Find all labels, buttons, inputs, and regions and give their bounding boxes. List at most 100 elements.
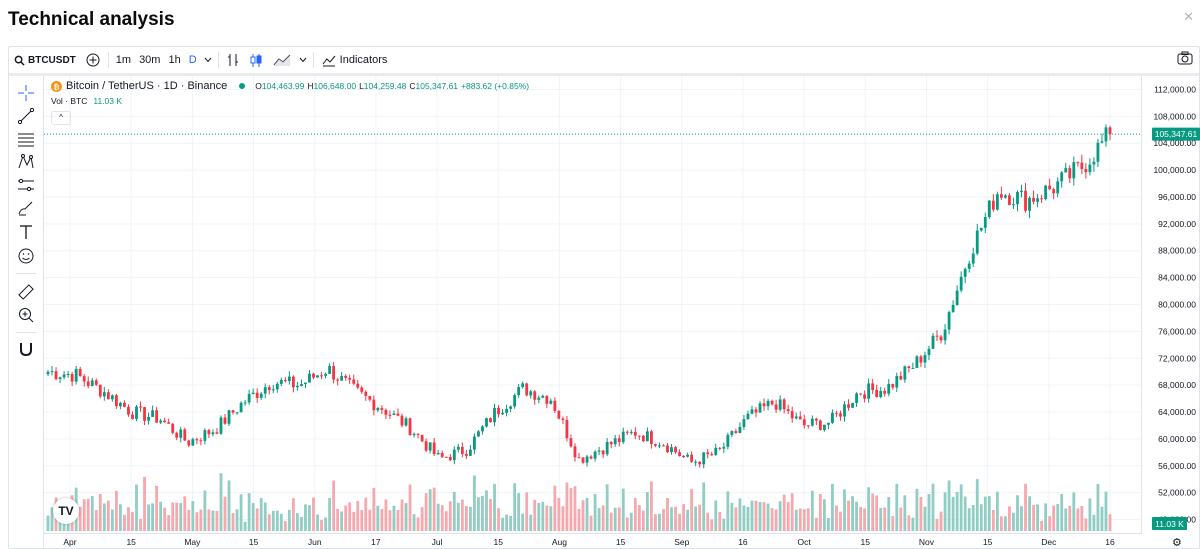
candle-body bbox=[300, 384, 303, 386]
volume-bar bbox=[706, 512, 710, 531]
timeframe-d[interactable]: D bbox=[188, 54, 197, 66]
high-key: H bbox=[307, 81, 314, 91]
bar-replay-button[interactable] bbox=[222, 47, 244, 73]
candle-body bbox=[545, 395, 549, 404]
candle-body bbox=[151, 410, 154, 417]
candle-body bbox=[283, 380, 287, 382]
timeframe-1m[interactable]: 1m bbox=[115, 54, 132, 66]
time-tick-label: 16 bbox=[738, 537, 748, 547]
volume-bar bbox=[135, 484, 138, 531]
compare-button[interactable] bbox=[81, 47, 105, 73]
candle-body bbox=[867, 383, 871, 399]
volume-bar bbox=[1100, 506, 1104, 531]
snapshot-button[interactable] bbox=[1177, 51, 1193, 68]
volume-bar bbox=[899, 507, 903, 531]
candle-body bbox=[356, 383, 360, 388]
candle-body bbox=[698, 461, 702, 465]
volume-bar bbox=[859, 507, 862, 531]
tradingview-logo[interactable]: TV bbox=[53, 498, 79, 524]
candle-body bbox=[251, 392, 255, 394]
candle-body bbox=[364, 391, 368, 396]
candle-body bbox=[855, 393, 858, 403]
time-tick-label: Jun bbox=[308, 537, 322, 547]
brush-icon[interactable] bbox=[17, 199, 35, 217]
timeframe-30m[interactable]: 30m bbox=[139, 54, 161, 66]
volume-bar bbox=[312, 497, 315, 531]
volume-bar bbox=[871, 493, 875, 531]
volume-bar bbox=[372, 487, 376, 531]
close-icon[interactable]: ✕ bbox=[1183, 9, 1194, 24]
candles-style-button[interactable] bbox=[244, 47, 268, 73]
candle-body bbox=[666, 445, 669, 453]
volume-bar bbox=[215, 511, 219, 531]
candle-body bbox=[167, 422, 171, 424]
zoom-in-icon[interactable] bbox=[17, 306, 35, 324]
symbol-search[interactable]: BTCUSDT bbox=[9, 47, 81, 73]
volume-bar bbox=[239, 494, 243, 531]
volume-bar bbox=[802, 509, 806, 531]
volume-bar bbox=[931, 483, 935, 531]
volume-bar bbox=[408, 484, 412, 531]
volume-bar bbox=[493, 483, 496, 531]
gear-icon[interactable]: ⚙ bbox=[1172, 537, 1182, 549]
candle-body bbox=[78, 369, 82, 377]
candle-body bbox=[203, 430, 207, 441]
candle-body bbox=[424, 441, 428, 451]
crosshair-icon[interactable] bbox=[17, 84, 35, 102]
trend-line-icon[interactable] bbox=[17, 107, 35, 125]
candle-body bbox=[963, 268, 967, 277]
volume-bar bbox=[473, 475, 476, 531]
pattern-icon[interactable] bbox=[17, 153, 35, 171]
volume-bar bbox=[235, 509, 239, 531]
time-tick-label: 17 bbox=[371, 537, 381, 547]
candle-body bbox=[750, 409, 754, 414]
time-tick-label: 15 bbox=[861, 537, 871, 547]
time-tick-label: Sep bbox=[674, 537, 689, 547]
candle-body bbox=[1032, 197, 1035, 202]
timeframe-1h[interactable]: 1h bbox=[168, 54, 181, 66]
candle-body bbox=[831, 412, 834, 423]
volume-bar bbox=[320, 519, 323, 531]
volume-bar bbox=[131, 512, 134, 531]
candle-body bbox=[802, 419, 806, 426]
camera-icon bbox=[1177, 51, 1193, 65]
candle-body bbox=[320, 375, 323, 377]
collapse-legend-button[interactable]: ^ bbox=[51, 111, 71, 125]
chart-type-dropdown[interactable] bbox=[296, 47, 310, 73]
candle-body bbox=[505, 408, 508, 413]
timeframe-dropdown[interactable] bbox=[201, 47, 215, 73]
volume-bar bbox=[895, 483, 899, 531]
candle-body bbox=[658, 445, 661, 447]
volume-bar bbox=[541, 501, 545, 531]
volume-bar bbox=[537, 502, 541, 531]
volume-bar bbox=[794, 509, 798, 531]
fib-retracement-icon[interactable] bbox=[17, 130, 35, 148]
candle-body bbox=[1052, 189, 1056, 194]
volume-bar bbox=[557, 497, 561, 531]
volume-bar bbox=[82, 499, 86, 531]
volume-bar bbox=[943, 492, 947, 531]
candle-body bbox=[444, 456, 448, 458]
candle-body bbox=[706, 452, 710, 455]
candle-body bbox=[581, 457, 585, 463]
open-value: 104,463.99 bbox=[261, 81, 305, 91]
volume-bar bbox=[328, 497, 331, 531]
volume-bar bbox=[923, 506, 927, 531]
prediction-icon[interactable] bbox=[17, 176, 35, 194]
candle-body bbox=[730, 431, 734, 435]
volume-bar bbox=[786, 502, 790, 531]
emoji-icon[interactable] bbox=[17, 247, 35, 265]
volume-bar bbox=[951, 496, 955, 531]
candle-body bbox=[774, 404, 778, 410]
candle-body bbox=[541, 395, 545, 398]
indicators-button[interactable]: Indicators bbox=[317, 47, 393, 73]
text-icon[interactable] bbox=[17, 223, 35, 241]
volume-bar bbox=[1044, 503, 1048, 531]
chart-type-button[interactable] bbox=[268, 47, 296, 73]
magnet-icon[interactable] bbox=[17, 340, 35, 358]
current-volume-tag bbox=[1152, 517, 1187, 530]
volume-bar bbox=[1084, 518, 1088, 531]
symbol-name[interactable]: Bitcoin / TetherUS · 1D · Binance bbox=[66, 80, 228, 92]
ruler-icon[interactable] bbox=[17, 283, 35, 301]
